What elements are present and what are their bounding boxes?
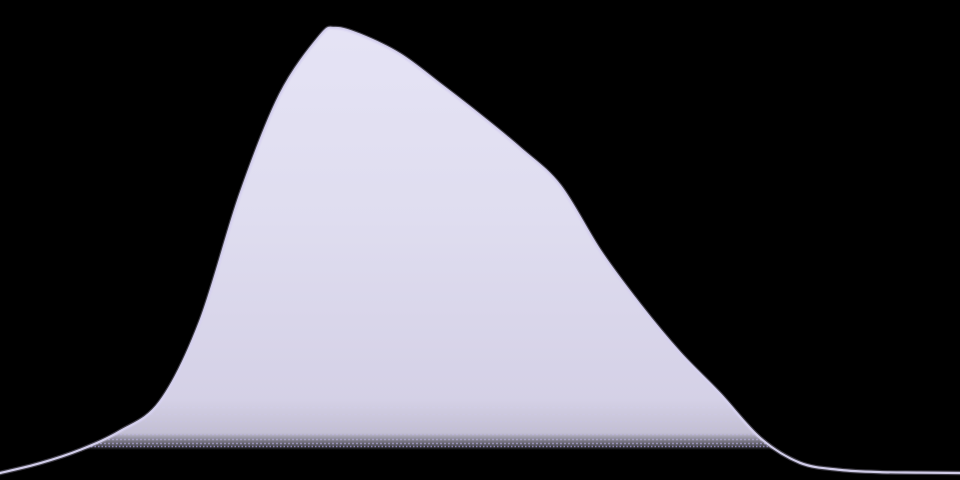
density-area-fill — [0, 27, 960, 480]
density-curve-line — [0, 26, 960, 475]
